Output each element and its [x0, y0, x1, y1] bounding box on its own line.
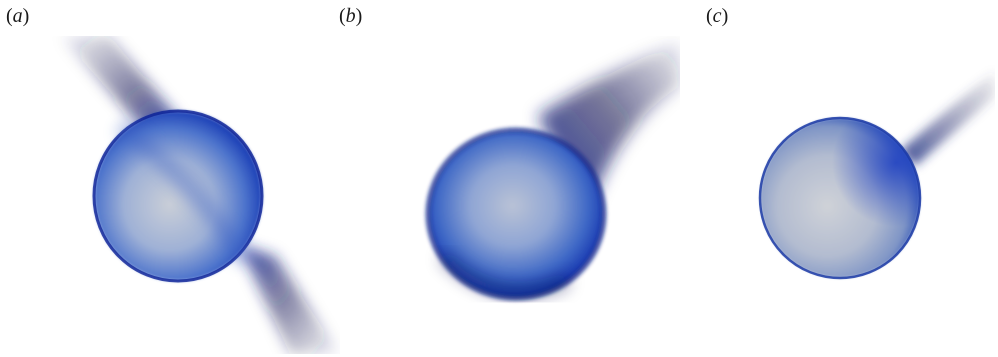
panel-a — [50, 36, 340, 354]
panel-letter-a: a — [12, 5, 23, 27]
wake-upper-right — [900, 71, 995, 166]
droplet-b-shadow — [439, 252, 570, 297]
droplet-c-highlight — [760, 118, 920, 278]
droplet-b-rim — [426, 128, 606, 300]
wake-upper-left — [60, 36, 180, 131]
panel-c — [740, 36, 995, 354]
panel-c-image — [758, 71, 995, 280]
panel-label-b: (b) — [339, 5, 363, 27]
panel-b-image — [426, 41, 680, 300]
panel-label-a: (a) — [6, 5, 30, 27]
panel-letter-c: c — [712, 5, 722, 27]
droplet-b — [428, 130, 604, 298]
panel-b — [398, 36, 680, 354]
panel-a-image — [60, 36, 340, 354]
panel-label-c: (c) — [706, 5, 729, 27]
droplet-a-band — [114, 118, 253, 266]
droplet-a-rim — [92, 109, 264, 283]
panel-letter-b: b — [345, 5, 356, 27]
droplet-c-rim — [758, 116, 922, 280]
wake-lower-right — [240, 246, 340, 354]
